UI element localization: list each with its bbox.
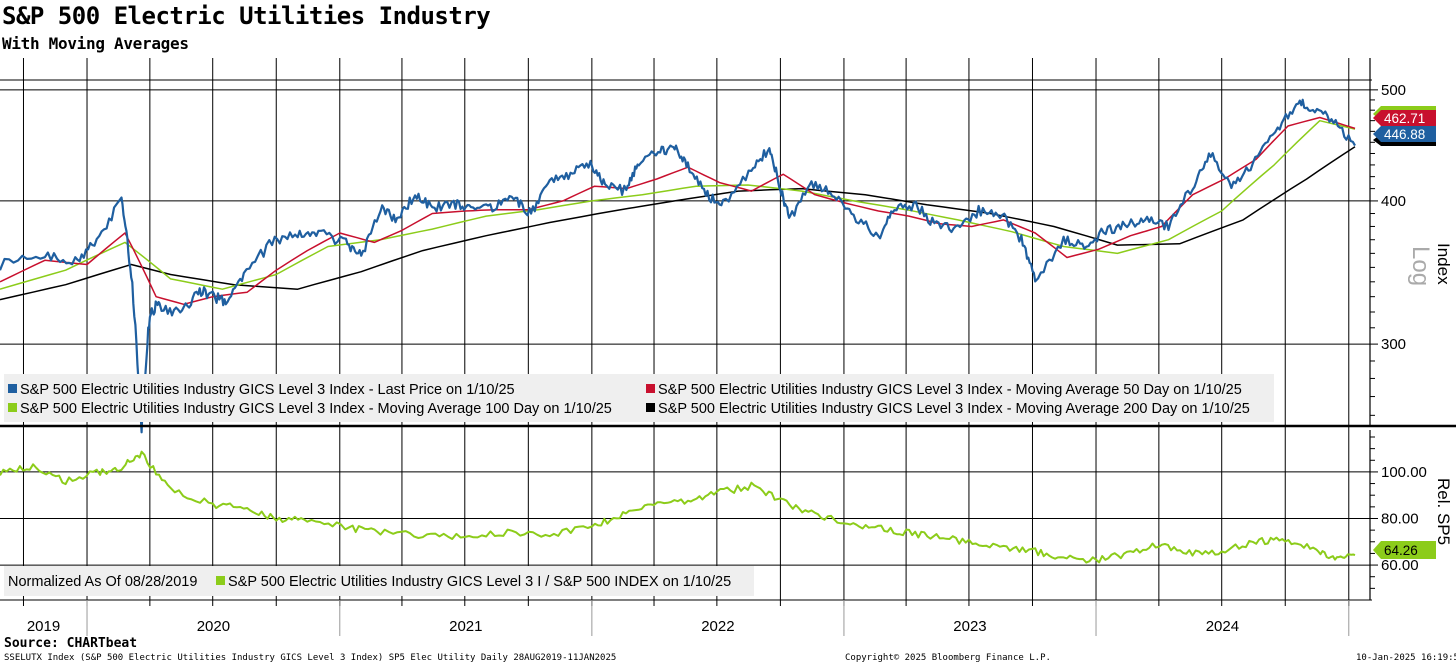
ma50-badge-shape (1373, 110, 1436, 126)
legend-swatch-ma100 (8, 403, 17, 412)
year-label: 2024 (1206, 618, 1239, 635)
legend-swatch-last-price (8, 384, 17, 393)
footer-timestamp: 10-Jan-2025 16:19:55 (1356, 653, 1456, 663)
y-tick-label: 400 (1381, 193, 1406, 210)
legend-swatch-ma200 (646, 403, 655, 412)
last-price-value: 446.88 (1384, 127, 1425, 142)
legend-swatch-relative (216, 576, 225, 585)
upper-y-axis-label: Index (1434, 243, 1453, 285)
x-axis: 2019 2020 2021 2022 2023 2024 (22, 600, 1350, 636)
log-scale-label: Log (1407, 246, 1434, 286)
upper-legend-box (4, 374, 1274, 422)
lower-legend-relative: S&P 500 Electric Utilities Industry GICS… (228, 574, 731, 590)
legend-label-last-price: S&P 500 Electric Utilities Industry GICS… (20, 382, 515, 398)
lower-y-tick-label: 60.00 (1381, 557, 1419, 574)
upper-horizontal-gridlines (0, 89, 1370, 345)
ma50-end-badge: 462.71 (1373, 110, 1436, 126)
lower-y-axis-label: Rel. SP5 (1434, 478, 1453, 545)
legend-label-ma100: S&P 500 Electric Utilities Industry GICS… (20, 401, 612, 417)
upper-y-ticks: 300 400 500 (1370, 82, 1406, 416)
y-tick-label: 500 (1381, 82, 1406, 99)
relative-end-badge (1373, 541, 1436, 559)
year-label: 2021 (449, 618, 482, 635)
upper-series-group (0, 98, 1356, 434)
lower-legend-normalized: Normalized As Of 08/28/2019 (8, 574, 197, 590)
lower-series-group (0, 450, 1356, 564)
series-last-price-line (0, 98, 1356, 434)
chart-subtitle: With Moving Averages (2, 34, 189, 53)
lower-legend-box (4, 566, 754, 596)
lower-y-tick-label: 100.00 (1381, 464, 1427, 481)
lower-y-tick-label: 80.00 (1381, 510, 1419, 527)
ma50-last-value: 462.71 (1384, 111, 1425, 126)
series-relative-line (0, 450, 1356, 564)
footer-copyright: Copyright© 2025 Bloomberg Finance L.P. (845, 653, 1051, 663)
year-label: 2020 (197, 618, 230, 635)
relative-last-value: 64.26 (1384, 543, 1418, 558)
footer-ticker-info: SSELUTX Index (S&P 500 Electric Utilitie… (4, 653, 617, 663)
last-price-badge-shape (1373, 126, 1436, 142)
legend-label-ma200: S&P 500 Electric Utilities Industry GICS… (658, 401, 1250, 417)
last-price-end-badge: 446.88 (1373, 126, 1436, 142)
y-tick-label: 300 (1381, 336, 1406, 353)
vertical-gridlines (22, 58, 1350, 600)
series-ma200-line (0, 146, 1356, 301)
lower-y-ticks: 100.00 80.00 60.00 (1370, 436, 1427, 589)
legend-label-ma50: S&P 500 Electric Utilities Industry GICS… (658, 382, 1242, 398)
series-ma50-line (0, 116, 1356, 306)
lower-horizontal-gridlines (0, 471, 1370, 566)
chart-title: S&P 500 Electric Utilities Industry (2, 2, 491, 30)
year-label: 2023 (953, 618, 986, 635)
year-label: 2022 (701, 618, 734, 635)
series-ma100-line (0, 119, 1356, 290)
year-label: 2019 (27, 618, 60, 635)
legend-swatch-ma50 (646, 384, 655, 393)
source-label: Source: CHARTbeat (4, 636, 138, 651)
